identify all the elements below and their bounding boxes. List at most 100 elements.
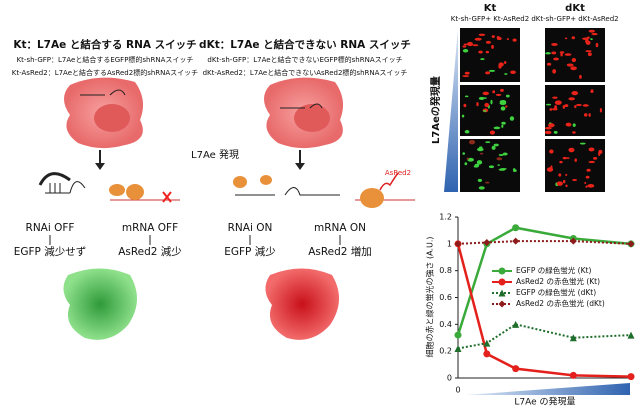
cell-spot	[587, 52, 592, 57]
rna-switch	[280, 103, 323, 109]
outcome-label: RNAi OFF	[26, 222, 75, 234]
cell-spot	[545, 52, 551, 55]
cell-spot	[565, 122, 572, 127]
marker	[512, 365, 520, 373]
marker	[498, 267, 506, 275]
cell-spot	[500, 106, 506, 111]
x-axis-label: L7Ae の発現量	[514, 396, 575, 408]
marker	[483, 339, 491, 347]
mechanism	[38, 172, 415, 203]
cell-spot	[549, 149, 554, 154]
cell-spot	[564, 53, 572, 56]
protein-label: AsRed2	[385, 169, 411, 177]
cell-spot	[546, 103, 552, 106]
marker	[483, 350, 491, 358]
marker	[498, 289, 506, 297]
y-tick-label: 1	[447, 239, 452, 248]
cell-spot	[478, 96, 485, 100]
cell-spot	[599, 107, 603, 113]
cell-spot	[485, 181, 490, 184]
outcome-result: EGFP 減少せず	[14, 245, 86, 258]
cell-spot	[586, 168, 591, 172]
y-tick-label: 0	[447, 374, 452, 383]
marker	[569, 371, 577, 379]
marker	[627, 331, 635, 339]
cell-spot	[568, 147, 575, 153]
micrograph	[460, 139, 520, 192]
cell-spot	[585, 175, 590, 179]
cell-spot	[489, 130, 496, 135]
cell-spot	[572, 131, 576, 134]
panel-line: dKt-AsRed2：L7Aeと結合できないAsRed2標的shRNAスイッチ	[203, 68, 408, 77]
legend-label: AsRed2 の赤色蛍光 (dKt)	[516, 298, 605, 308]
outcome-result: EGFP 減少	[224, 245, 275, 258]
marker	[512, 224, 520, 232]
marker	[569, 334, 577, 342]
cell-spot	[488, 165, 494, 169]
cell-spot	[565, 184, 568, 188]
cell-spot	[582, 37, 589, 41]
cell-spot	[510, 70, 516, 75]
cell-spot	[572, 178, 577, 182]
cell-spot	[574, 105, 577, 109]
cell-spot	[546, 62, 552, 66]
axis-label: L7Aeの発現量	[429, 76, 442, 144]
cell-spot	[462, 45, 467, 48]
outcome-result: AsRed2 増加	[308, 245, 372, 258]
small-arrow	[49, 235, 341, 245]
nucleus	[94, 104, 130, 132]
cell-spot	[595, 42, 599, 48]
cell-spot	[476, 160, 483, 165]
nucleus	[294, 104, 330, 132]
cell-spot	[474, 163, 480, 167]
cell-spot	[482, 110, 487, 112]
arrow	[99, 150, 301, 165]
cell-spot	[485, 141, 491, 144]
cell-spot	[566, 63, 574, 67]
cell-spot	[505, 94, 510, 98]
cell-spot	[571, 57, 577, 63]
cell-spot	[501, 121, 506, 125]
cell-spot	[544, 126, 552, 130]
arrow-head	[95, 163, 305, 170]
cell-spot	[558, 173, 562, 177]
protein	[109, 175, 384, 208]
panel-line: Kt-sh-GFP：L7Aeと結合するEGFP標的shRNAスイッチ	[17, 55, 194, 64]
y-axis-label: 細胞の赤と緑の蛍光の強さ (A.U.)	[425, 236, 435, 357]
cell-spot	[485, 71, 491, 75]
panel-line: Kt-AsRed2：L7Aeと結合するAsRed2標的shRNAスイッチ	[12, 68, 198, 77]
cell-spot	[562, 156, 567, 160]
cell-spot	[480, 58, 485, 61]
cell-spot	[554, 100, 562, 105]
cell-spot	[497, 164, 500, 166]
cell-spot	[464, 129, 470, 134]
outcome-label: mRNA ON	[314, 222, 366, 234]
cell-spot	[551, 43, 558, 46]
cell-spot	[474, 37, 482, 41]
cell-spot	[564, 37, 568, 40]
cell-spot	[499, 100, 507, 104]
cell-spot	[478, 50, 483, 54]
cell-spot	[583, 113, 588, 117]
cell-spot	[467, 41, 474, 47]
cell-spot	[570, 66, 577, 71]
legend-label: EGFP の緑色蛍光 (dKt)	[516, 287, 596, 297]
column-subtitle: dKt-sh-GFP+ dKt-AsRed2	[531, 15, 618, 23]
cell-spot	[462, 75, 470, 78]
marker	[512, 237, 520, 245]
marker	[627, 373, 635, 381]
cell-spot	[464, 95, 469, 98]
marker	[569, 237, 577, 245]
cell-spot	[496, 36, 500, 40]
column-title: Kt	[484, 3, 497, 14]
cell-spot	[562, 179, 566, 184]
cell-spot	[490, 99, 493, 105]
series-line	[456, 243, 632, 378]
cell-spot	[491, 145, 496, 150]
marker	[454, 344, 462, 352]
micrograph	[460, 85, 520, 136]
cell-spot	[585, 40, 591, 45]
protein-chain	[379, 172, 399, 191]
cell-spot	[500, 167, 507, 170]
cell-spot	[500, 88, 504, 92]
